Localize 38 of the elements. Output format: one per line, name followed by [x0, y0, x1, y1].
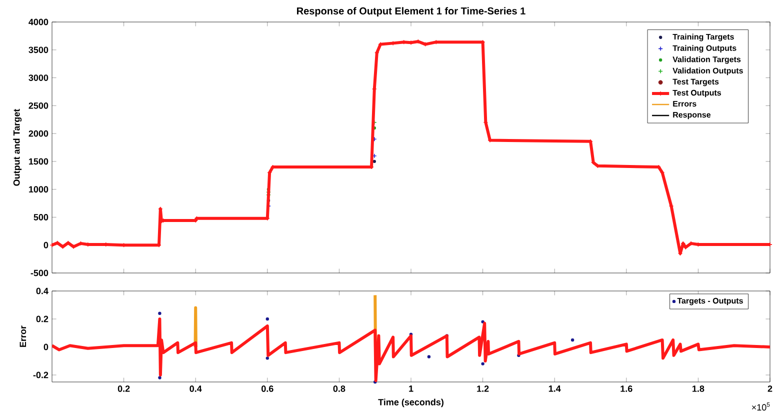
legend-label: Validation Targets: [672, 56, 741, 64]
y-tick-label: 4000: [28, 18, 48, 26]
y-tick-label: 1500: [29, 158, 48, 165]
y-tick-label: 500: [34, 214, 48, 220]
x-tick-label: 1.6: [620, 386, 632, 392]
y-tick-label: 3000: [28, 74, 48, 81]
legend-label: Errors: [673, 101, 696, 107]
legend-label: Training Outputs: [672, 45, 736, 53]
legend-label: Test Outputs: [672, 90, 721, 98]
y-tick-label: -0.2: [33, 372, 48, 378]
x-tick-label: 0.4: [190, 386, 202, 392]
x-tick-label: 0.6: [262, 386, 274, 392]
x-tick-label: 0.8: [333, 386, 346, 392]
legend-label: Validation Outputs: [672, 68, 743, 76]
y-tick-label: 0: [44, 344, 48, 350]
text: ×10$^{5}$: [752, 402, 770, 411]
y-tick-label: 1000: [29, 186, 48, 193]
y-tick-label: 2500: [28, 102, 48, 109]
x-tick-label: 1.8: [692, 386, 704, 392]
x-tick-label: 1.4: [548, 386, 561, 392]
x-tick-label: 1: [409, 386, 414, 392]
y-tick-label: 0: [44, 242, 48, 248]
x-tick-label: 1.2: [477, 386, 489, 392]
x-axis-title: Time (seconds): [378, 398, 444, 408]
legend-label: Training Targets: [672, 34, 734, 42]
y-axis-title: Error: [20, 326, 26, 347]
legend-label: Targets - Outputs: [677, 298, 743, 306]
y-axis-title: Output and Target: [13, 108, 22, 186]
y-tick-label: 2000: [28, 130, 48, 137]
y-tick-label: 3500: [28, 46, 48, 54]
y-tick-label: 0.4: [36, 288, 48, 294]
legend-label: Test Targets: [672, 78, 719, 86]
legend-label: Response: [673, 112, 711, 120]
y-tick-label: 0.2: [36, 316, 48, 322]
x-tick-label: 0.2: [118, 386, 130, 392]
y-tick-label: -500: [30, 270, 48, 276]
x-tick-label: 2: [768, 386, 772, 392]
chart-title: Response of Output Element 1 for Time-Series 1: [297, 7, 526, 16]
